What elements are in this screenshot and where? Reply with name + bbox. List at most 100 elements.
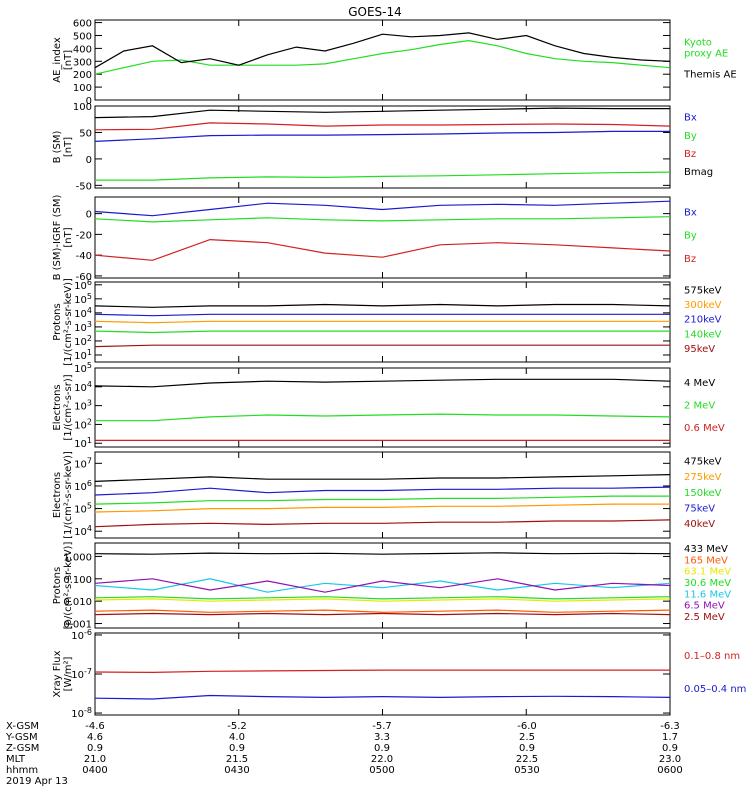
series-line-bz — [94, 122, 671, 131]
legend-entry: 0.05–0.4 nm — [684, 684, 746, 695]
y-tick-label: -50 — [76, 181, 92, 192]
y-axis-label: AE_index[nT] — [52, 37, 74, 83]
series-line-4-mev — [94, 378, 671, 388]
y-tick-label: 101 — [74, 348, 92, 362]
footer-value: 4.6 — [87, 732, 103, 743]
legend-entry: 575keV — [684, 286, 722, 297]
footer-row-label: X-GSM — [6, 721, 39, 732]
legend-entry: 210keV — [684, 315, 722, 326]
panel-4: 101102103104105106Protons[1/(cm²-s-sr-ke… — [52, 278, 722, 366]
footer-value: 21.0 — [84, 754, 106, 765]
legend-entry: 300keV — [684, 300, 722, 311]
series-line-165-mev — [94, 609, 671, 613]
y-tick-label: 0 — [86, 210, 92, 221]
y-tick-label: 0 — [86, 155, 92, 166]
series-line-433-mev — [94, 552, 671, 555]
y-tick-label: 0 — [86, 96, 92, 107]
chart-title: GOES-14 — [348, 5, 402, 19]
legend-entry: 4 MeV — [684, 378, 715, 389]
series-line-kyoto-proxy-ae — [94, 39, 671, 75]
legend-entry: Bx — [684, 208, 697, 219]
legend-entry: 40keV — [684, 519, 715, 530]
panel-7: 0.001 0.010 0.100 1.000Protons[p/(cm²-s-sr-… — [52, 542, 731, 631]
footer-value: -6.0 — [517, 721, 537, 732]
footer-value: 23.0 — [659, 754, 681, 765]
panel-2: -50 0 50 100 B (SM)[nT] Bx By Bz Bmag — [52, 102, 713, 192]
series-line-6-5-mev — [94, 578, 671, 593]
footer-value: 22.0 — [371, 754, 393, 765]
legend-entry: 11.6 MeV — [684, 589, 731, 600]
series-line-140kev — [94, 330, 670, 334]
y-tick-label: 50 — [79, 128, 92, 139]
footer-value: 1.7 — [662, 732, 678, 743]
series-line-95kev — [94, 344, 670, 348]
legend-entry: 140keV — [684, 329, 722, 340]
footer-row-label: MLT — [6, 754, 26, 765]
legend-entry: 433 MeV — [684, 544, 728, 555]
series-line-575kev — [94, 303, 671, 308]
panel-3: -60 -40 -20 0 B (SM)-IGRF (SM)[nT] Bx By Bz — [52, 195, 697, 283]
legend-entry: Bx — [684, 113, 697, 124]
footer-value: 0.9 — [87, 743, 103, 754]
panel-frame — [94, 451, 671, 539]
legend-entry: 30.6 MeV — [684, 578, 731, 589]
legend-entry: 75keV — [684, 503, 715, 514]
y-tick-label: 300 — [73, 57, 92, 68]
legend-entry: Bmag — [684, 167, 713, 178]
panel-frame — [94, 632, 671, 716]
footer-value: -6.3 — [660, 721, 680, 732]
footer-value: 2.5 — [519, 732, 535, 743]
y-tick-label: 0.001 — [63, 620, 92, 631]
y-axis-label: Electrons[1/(cm²-s-sr)] — [52, 374, 74, 440]
series-line-0-1-0-8-nm — [94, 669, 670, 674]
legend-entry: By — [684, 131, 697, 142]
series-line-475kev — [94, 474, 671, 482]
footer-value: 0600 — [657, 765, 682, 776]
series-line-40kev — [94, 519, 671, 528]
legend-entry: 63.1 MeV — [684, 567, 731, 578]
series-line-150kev — [94, 495, 670, 505]
footer-value: 22.5 — [516, 754, 538, 765]
series-line-30-6-mev — [94, 596, 671, 600]
footer-date: 2019 Apr 13 — [6, 776, 68, 787]
series-line-by — [95, 171, 671, 181]
series-line-bx — [94, 200, 671, 217]
y-axis-label: Protons[p/(cm²-s-sr-keV)] — [52, 542, 74, 630]
y-tick-label: 100 — [73, 102, 92, 113]
legend-entry: 2 MeV — [684, 401, 715, 412]
legend-entry: proxy AE — [684, 49, 728, 60]
y-tick-label: 103 — [74, 320, 92, 334]
y-axis-label: B (SM)[nT] — [52, 130, 74, 163]
y-tick-label: 103 — [74, 399, 92, 413]
series-line-11-6-mev — [94, 578, 671, 593]
footer-value: -5.2 — [227, 721, 247, 732]
footer-value: 0.9 — [662, 743, 678, 754]
series-line-2-5-mev — [94, 612, 671, 616]
footer-value: 4.0 — [229, 732, 245, 743]
series-line-bz — [94, 238, 671, 261]
legend-entry: Themis AE — [683, 70, 737, 81]
y-tick-label: 200 — [73, 70, 92, 81]
footer-row-label: Y-GSM — [5, 732, 38, 743]
legend-entry: 475keV — [684, 457, 722, 468]
y-tick-label: -20 — [76, 230, 92, 241]
y-tick-label: 10-6 — [71, 628, 92, 642]
y-tick-label: 105 — [74, 502, 92, 516]
series-line-bx — [94, 130, 670, 142]
legend-entry: Bz — [684, 149, 696, 160]
y-tick-label: 0.100 — [63, 575, 92, 586]
series-line-300kev — [94, 320, 670, 324]
y-tick-label: 100 — [73, 83, 92, 94]
y-tick-label: 104 — [74, 380, 92, 394]
legend-entry: 95keV — [684, 344, 715, 355]
y-tick-label: 105 — [74, 292, 92, 306]
series-line-themis-ae — [94, 32, 671, 69]
footer-value: 3.3 — [374, 732, 390, 743]
y-tick-label: 106 — [74, 479, 92, 493]
y-tick-label: 105 — [74, 361, 92, 375]
footer-value: 0.9 — [229, 743, 245, 754]
y-axis-label: Xray Flux[W/m²] — [52, 650, 74, 697]
